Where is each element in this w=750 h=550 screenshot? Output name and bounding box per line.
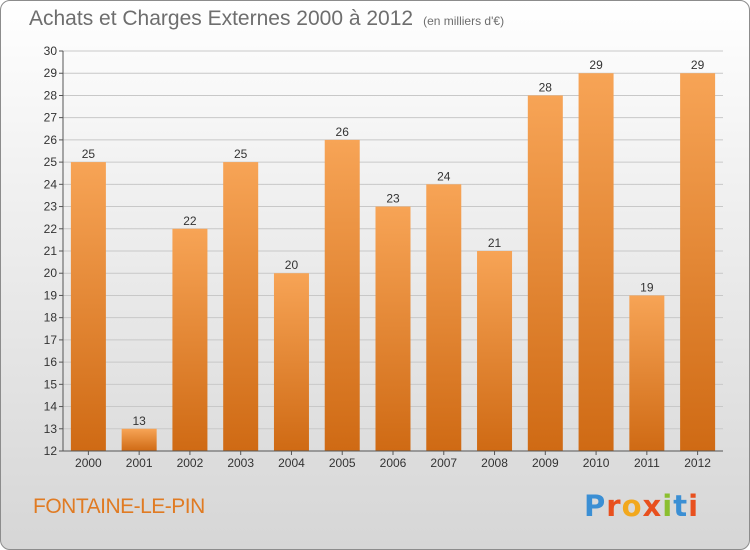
y-tick-label: 21 [44, 244, 58, 258]
logo-letter: r [606, 489, 622, 523]
data-label: 22 [183, 214, 197, 228]
logo-letter: P [584, 489, 607, 523]
x-tick-label: 2002 [177, 456, 204, 470]
y-tick-label: 16 [44, 355, 58, 369]
chart-title: Achats et Charges Externes 2000 à 2012 (e… [29, 7, 504, 31]
bar [629, 295, 665, 451]
x-tick-label: 2010 [583, 456, 610, 470]
data-label: 26 [336, 125, 350, 139]
chart-subtitle: (en milliers d'€) [423, 14, 505, 28]
x-tick-label: 2006 [380, 456, 407, 470]
y-tick-label: 26 [44, 133, 58, 147]
y-tick-label: 22 [44, 222, 58, 236]
y-tick-label: 18 [44, 311, 58, 325]
y-tick-label: 23 [44, 200, 58, 214]
y-tick-label: 27 [44, 111, 58, 125]
y-tick-label: 24 [44, 177, 58, 191]
data-label: 25 [234, 147, 248, 161]
logo-letter: x [642, 489, 663, 523]
bar [375, 206, 411, 451]
y-tick-label: 19 [44, 288, 58, 302]
data-label: 24 [437, 169, 451, 183]
logo-letter: o [621, 489, 643, 523]
bar [578, 73, 614, 451]
y-tick-label: 17 [44, 333, 58, 347]
x-tick-label: 2011 [634, 456, 660, 470]
y-tick-label: 30 [44, 44, 58, 58]
place-name: FONTAINE-LE-PIN [33, 495, 205, 518]
y-tick-label: 28 [44, 88, 58, 102]
x-tick-label: 2000 [75, 456, 102, 470]
bar [477, 251, 513, 451]
data-labels: 25 13 22 25 20 26 23 24 21 28 29 19 29 [82, 58, 705, 428]
x-tick-label: 2005 [329, 456, 356, 470]
x-tick-label: 2008 [481, 456, 508, 470]
y-tick-label: 20 [44, 266, 58, 280]
data-label: 13 [132, 414, 146, 428]
logo-letter: i [662, 489, 674, 523]
y-tick-label: 15 [44, 377, 58, 391]
logo-letter: t [673, 489, 689, 523]
x-tick-label: 2012 [684, 456, 711, 470]
y-tick-label: 13 [44, 422, 58, 436]
data-label: 20 [285, 258, 299, 272]
y-tick-label: 12 [44, 444, 58, 458]
data-label: 19 [640, 280, 654, 294]
data-label: 23 [386, 192, 400, 206]
bars [70, 73, 716, 452]
bar [70, 162, 106, 451]
x-tick-label: 2003 [227, 456, 254, 470]
bar [172, 228, 208, 451]
x-tick-label: 2001 [126, 456, 153, 470]
proxiti-logo[interactable]: Proxiti [584, 489, 699, 523]
bar [680, 73, 716, 451]
y-tick-label: 14 [44, 400, 58, 414]
x-tick-label: 2004 [278, 456, 305, 470]
bar [527, 95, 563, 451]
bar [223, 162, 259, 451]
bar [324, 139, 360, 451]
data-label: 29 [691, 58, 705, 72]
chart-title-text: Achats et Charges Externes 2000 à 2012 [29, 7, 414, 30]
bar [121, 428, 157, 451]
bar [273, 273, 309, 451]
data-label: 29 [589, 58, 603, 72]
bar [426, 184, 462, 452]
x-tick-label: 2009 [532, 456, 559, 470]
logo-letter: i [688, 489, 700, 523]
axes: 12 13 14 15 16 17 18 19 20 21 22 23 24 25 26 27 28 29 30 20… [44, 44, 723, 470]
data-label: 25 [82, 147, 96, 161]
x-tick-label: 2007 [430, 456, 457, 470]
data-label: 21 [488, 236, 502, 250]
y-tick-label: 29 [44, 66, 58, 80]
data-label: 28 [539, 80, 553, 94]
y-tick-label: 25 [44, 155, 58, 169]
